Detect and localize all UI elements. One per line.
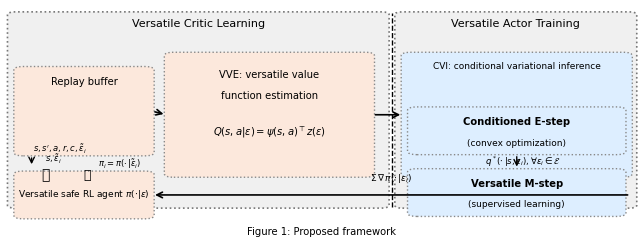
Text: Figure 1: Proposed framework: Figure 1: Proposed framework: [247, 227, 396, 237]
Text: $q^*(\cdot\,|s,\epsilon_i),\forall\epsilon_i \in \mathcal{E}$: $q^*(\cdot\,|s,\epsilon_i),\forall\epsil…: [485, 154, 561, 169]
Text: Versatile Actor Training: Versatile Actor Training: [451, 18, 580, 28]
Text: Versatile M-step: Versatile M-step: [470, 179, 563, 189]
Text: Versatile safe RL agent $\pi(\cdot|\epsilon)$: Versatile safe RL agent $\pi(\cdot|\epsi…: [18, 188, 150, 201]
Text: Replay buffer: Replay buffer: [51, 77, 117, 87]
FancyBboxPatch shape: [14, 66, 154, 156]
FancyBboxPatch shape: [8, 12, 389, 208]
FancyBboxPatch shape: [408, 169, 626, 217]
Text: function estimation: function estimation: [221, 91, 318, 101]
Text: $s,s',a,r,c,\tilde{\epsilon}_i$: $s,s',a,r,c,\tilde{\epsilon}_i$: [33, 143, 87, 156]
Text: $Q(s,a|\varepsilon) = \psi(s,a)^\top z(\varepsilon)$: $Q(s,a|\varepsilon) = \psi(s,a)^\top z(\…: [213, 124, 326, 140]
FancyBboxPatch shape: [395, 12, 637, 208]
Text: 🌍: 🌍: [42, 168, 50, 182]
Text: VVE: versatile value: VVE: versatile value: [220, 70, 319, 80]
FancyBboxPatch shape: [14, 171, 154, 219]
Text: (supervised learning): (supervised learning): [468, 200, 565, 209]
Text: 🤖: 🤖: [83, 169, 91, 182]
FancyBboxPatch shape: [408, 107, 626, 155]
FancyBboxPatch shape: [164, 52, 374, 177]
Text: (convex optimization): (convex optimization): [467, 139, 566, 147]
Text: CVI: conditional variational inference: CVI: conditional variational inference: [433, 62, 601, 71]
Text: $s,\tilde{\epsilon}_i$: $s,\tilde{\epsilon}_i$: [45, 153, 62, 166]
FancyBboxPatch shape: [401, 52, 632, 177]
Text: $\pi_i = \pi(\cdot\,|\tilde{\epsilon}_i)$: $\pi_i = \pi(\cdot\,|\tilde{\epsilon}_i)…: [99, 157, 141, 171]
Text: Conditioned E-step: Conditioned E-step: [463, 117, 570, 127]
Text: $\Sigma\,\nabla\,\pi(\cdot\,|\epsilon_i)$: $\Sigma\,\nabla\,\pi(\cdot\,|\epsilon_i)…: [370, 172, 413, 185]
Text: Versatile Critic Learning: Versatile Critic Learning: [132, 18, 265, 28]
